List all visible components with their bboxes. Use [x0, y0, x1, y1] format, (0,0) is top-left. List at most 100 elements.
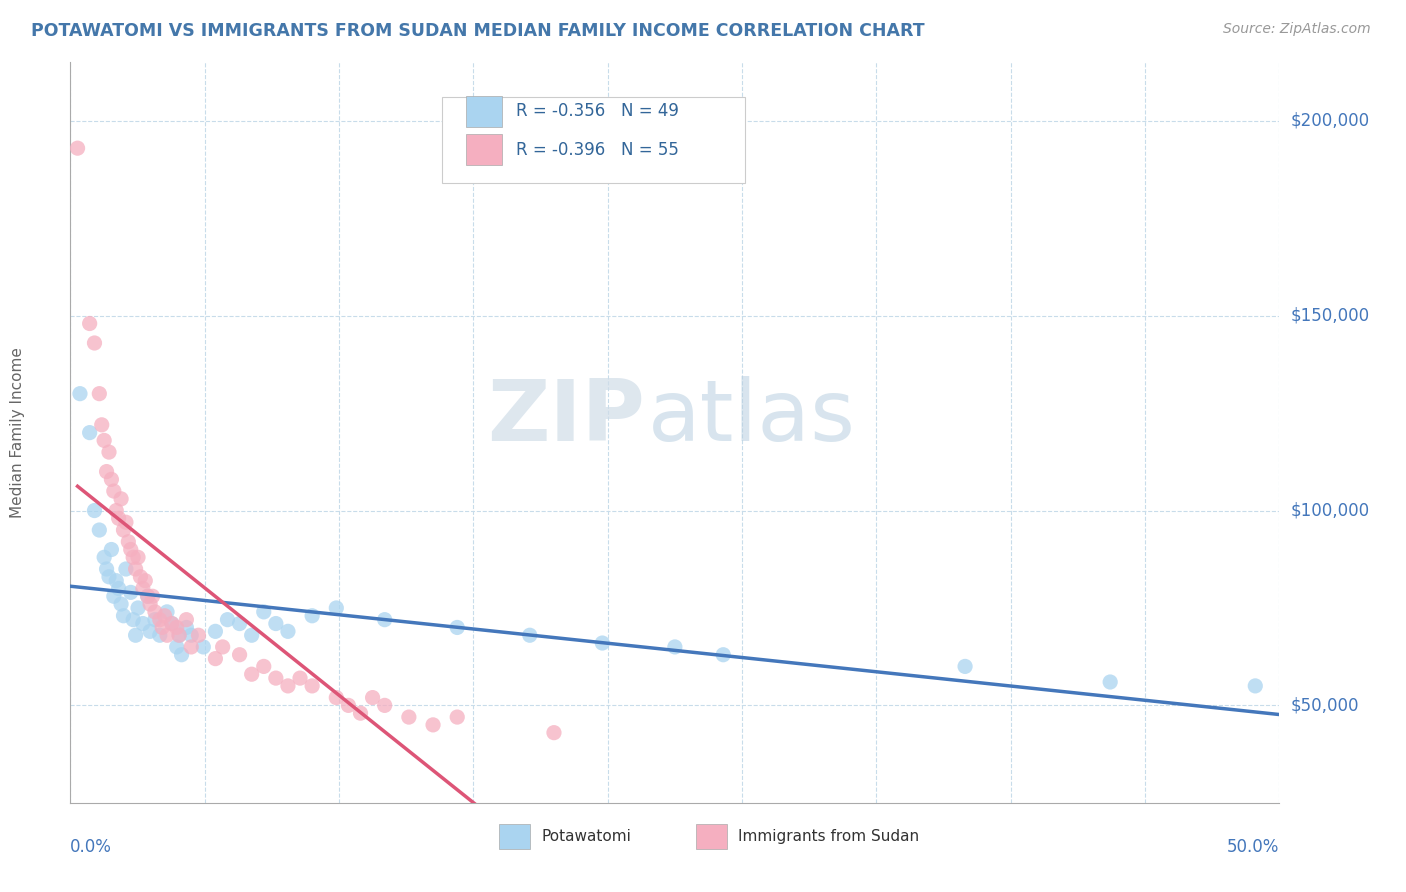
Point: [180, 628, 202, 642]
Point: [228, 648, 250, 662]
Point: [83, 336, 105, 351]
Point: [100, 472, 122, 486]
FancyBboxPatch shape: [441, 97, 745, 183]
Point: [953, 659, 976, 673]
Point: [112, 608, 135, 623]
FancyBboxPatch shape: [465, 96, 502, 127]
Point: [136, 589, 159, 603]
Point: [301, 679, 323, 693]
Point: [124, 562, 146, 576]
Point: [711, 648, 734, 662]
Point: [143, 605, 166, 619]
Text: $50,000: $50,000: [1291, 697, 1360, 714]
Point: [374, 613, 396, 627]
Point: [153, 608, 176, 623]
Point: [79, 425, 101, 440]
Point: [103, 484, 125, 499]
Point: [124, 628, 146, 642]
Point: [253, 605, 276, 619]
Point: [253, 659, 276, 673]
Point: [156, 605, 179, 619]
Point: [132, 582, 155, 596]
Point: [110, 491, 132, 506]
Point: [112, 523, 135, 537]
Point: [228, 616, 250, 631]
Point: [374, 698, 396, 713]
Point: [98, 445, 121, 459]
FancyBboxPatch shape: [465, 135, 502, 166]
Point: [143, 613, 166, 627]
Point: [107, 511, 129, 525]
Point: [149, 613, 172, 627]
Point: [446, 620, 468, 634]
Point: [96, 562, 118, 576]
Point: [110, 597, 132, 611]
Text: atlas: atlas: [648, 376, 856, 459]
Point: [150, 620, 173, 634]
Text: $100,000: $100,000: [1291, 501, 1369, 519]
Point: [361, 690, 384, 705]
Point: [166, 620, 188, 634]
Point: [167, 628, 190, 642]
Point: [167, 628, 190, 642]
Point: [301, 608, 323, 623]
Point: [115, 515, 138, 529]
Point: [337, 698, 360, 713]
Point: [90, 417, 112, 432]
Point: [103, 589, 125, 603]
Point: [591, 636, 613, 650]
Point: [120, 585, 142, 599]
Text: 50.0%: 50.0%: [1227, 838, 1279, 855]
Point: [127, 601, 149, 615]
Point: [66, 141, 89, 155]
Point: [193, 640, 215, 654]
Text: R = -0.356   N = 49: R = -0.356 N = 49: [516, 103, 679, 120]
Point: [105, 503, 128, 517]
Point: [204, 651, 226, 665]
Text: Source: ZipAtlas.com: Source: ZipAtlas.com: [1223, 22, 1371, 37]
Text: 0.0%: 0.0%: [70, 838, 112, 855]
Text: $150,000: $150,000: [1291, 307, 1369, 325]
Text: POTAWATOMI VS IMMIGRANTS FROM SUDAN MEDIAN FAMILY INCOME CORRELATION CHART: POTAWATOMI VS IMMIGRANTS FROM SUDAN MEDI…: [31, 22, 925, 40]
Point: [93, 434, 115, 448]
Point: [89, 523, 111, 537]
Point: [664, 640, 686, 654]
Point: [96, 465, 118, 479]
Point: [398, 710, 420, 724]
Point: [127, 550, 149, 565]
Point: [543, 725, 565, 739]
Point: [277, 679, 299, 693]
Point: [349, 706, 371, 721]
Point: [160, 616, 183, 631]
Point: [176, 613, 198, 627]
Point: [89, 386, 111, 401]
Point: [120, 542, 142, 557]
Point: [1099, 675, 1122, 690]
Point: [93, 550, 115, 565]
Point: [105, 574, 128, 588]
Point: [79, 317, 101, 331]
Point: [129, 570, 152, 584]
Point: [156, 628, 179, 642]
Text: Potawatomi: Potawatomi: [541, 830, 631, 844]
Point: [149, 628, 172, 642]
Point: [160, 616, 183, 631]
Point: [170, 648, 193, 662]
Point: [122, 613, 145, 627]
Point: [141, 589, 163, 603]
Point: [132, 616, 155, 631]
Point: [288, 671, 311, 685]
Point: [325, 601, 347, 615]
Point: [69, 386, 91, 401]
Point: [83, 503, 105, 517]
Point: [446, 710, 468, 724]
Point: [136, 589, 159, 603]
Point: [180, 640, 202, 654]
Point: [134, 574, 156, 588]
Point: [115, 562, 138, 576]
Point: [277, 624, 299, 639]
Point: [240, 628, 263, 642]
Point: [422, 718, 444, 732]
Text: Median Family Income: Median Family Income: [10, 347, 25, 518]
Point: [1244, 679, 1267, 693]
